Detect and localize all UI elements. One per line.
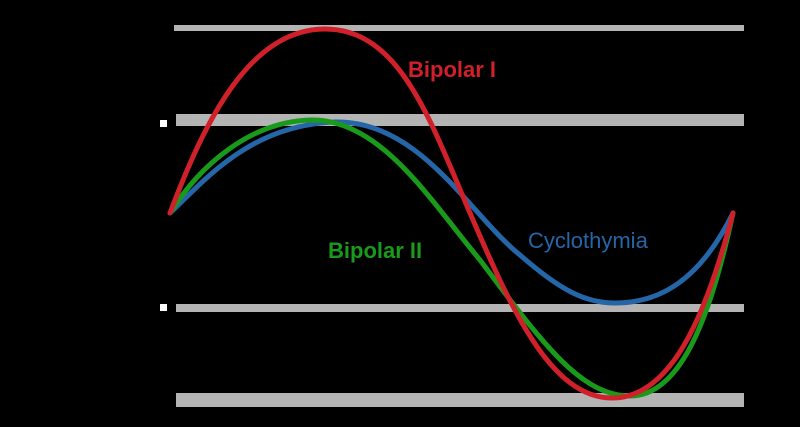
cyclothymia-line xyxy=(167,119,736,306)
y-tick-marker-upper xyxy=(160,120,167,127)
series-lines xyxy=(167,26,736,401)
label-cyclothymia: Cyclothymia xyxy=(528,228,648,253)
gridline-upper xyxy=(176,114,744,126)
gridline-top xyxy=(174,25,744,31)
y-tick-marker-lower xyxy=(160,304,167,311)
bipolar-ii-line xyxy=(167,117,736,399)
bipolar-i-line xyxy=(167,26,736,401)
gridline-lower xyxy=(176,304,744,312)
gridline-bottom xyxy=(176,393,744,407)
label-bipolar-i: Bipolar I xyxy=(408,57,497,82)
label-bipolar-ii: Bipolar II xyxy=(328,238,423,263)
